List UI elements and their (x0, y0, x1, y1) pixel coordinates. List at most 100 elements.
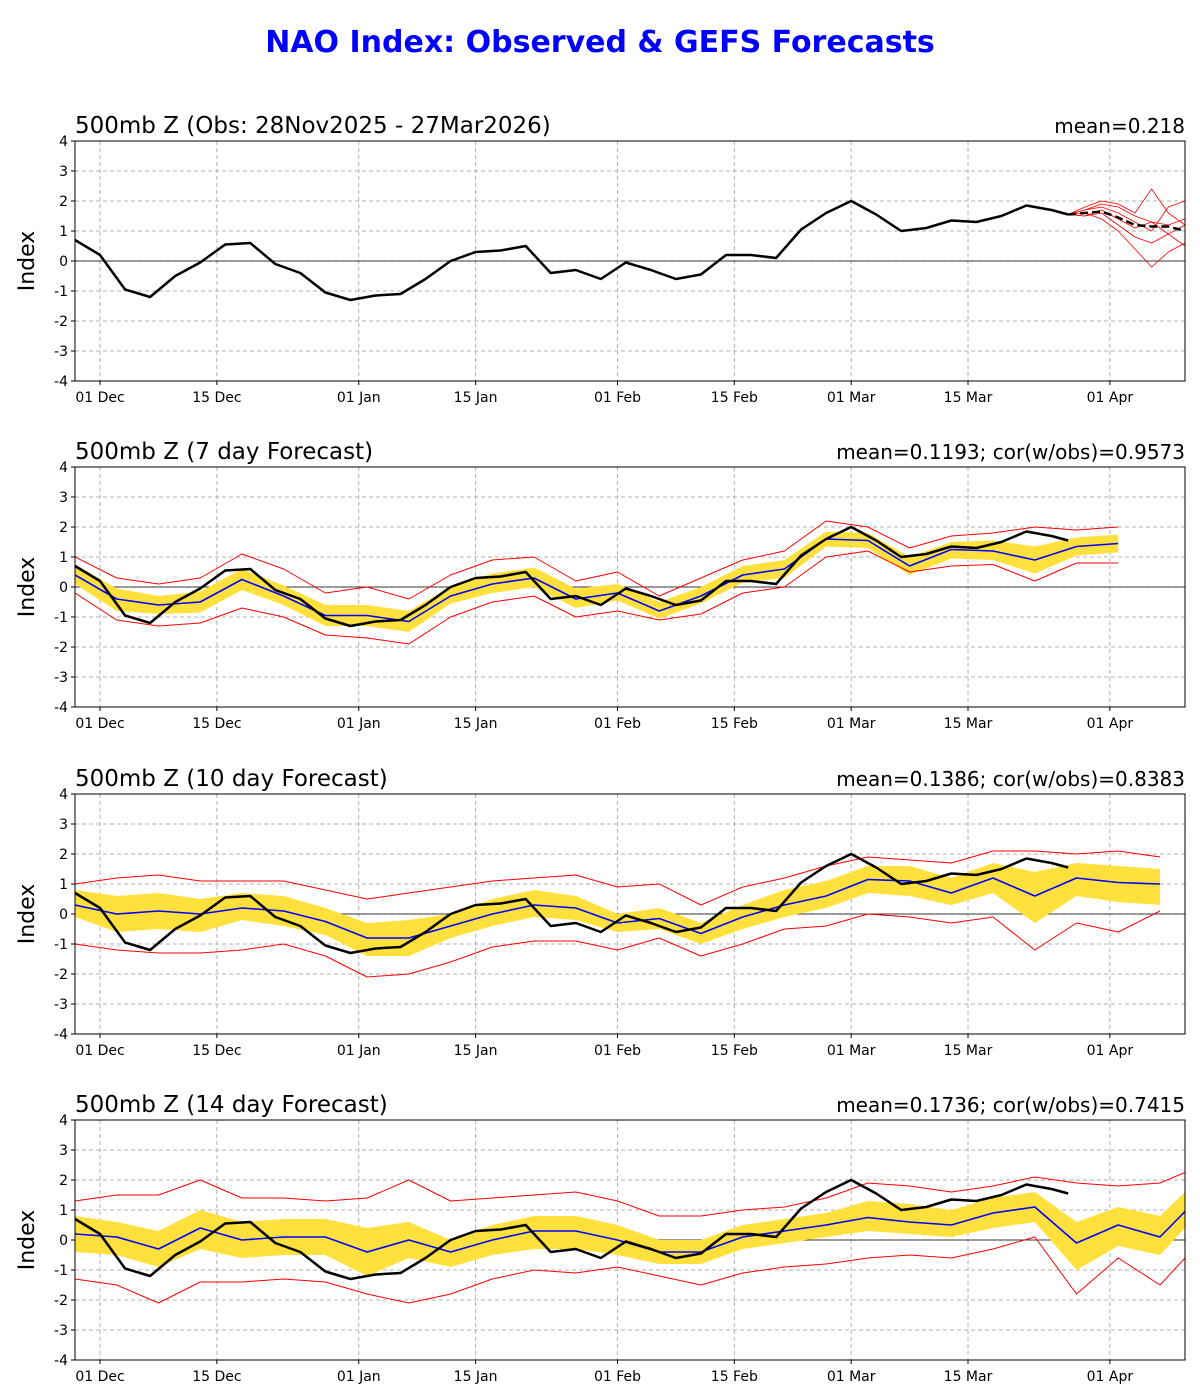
plot-area (75, 188, 1185, 302)
y-tick-label: -3 (54, 344, 68, 360)
y-tick-label: -1 (54, 1263, 68, 1279)
series-line (1068, 200, 1185, 232)
y-tick-label: 3 (59, 817, 68, 833)
y-tick-label: 0 (59, 907, 68, 923)
x-tick-label: 01 Mar (827, 390, 876, 406)
x-tick-label: 15 Feb (711, 1369, 758, 1385)
spread-band (75, 531, 1119, 632)
x-tick-label: 15 Jan (454, 1369, 498, 1385)
y-tick-label: 4 (59, 787, 68, 803)
x-tick-label: 01 Apr (1087, 716, 1134, 732)
y-tick-label: 4 (59, 134, 68, 150)
y-tick-label: -1 (54, 284, 68, 300)
x-tick-label: 01 Dec (75, 1369, 124, 1385)
x-tick-label: 01 Apr (1087, 1369, 1134, 1385)
y-tick-label: 1 (59, 1203, 68, 1219)
series-line (75, 852, 1069, 955)
panel-annotation: mean=0.1193; cor(w/obs)=0.9573 (836, 440, 1185, 464)
x-tick-label: 01 Feb (594, 1369, 641, 1385)
y-tick-label: -4 (54, 700, 68, 716)
series-line (75, 1178, 1069, 1281)
x-tick-label: 15 Dec (192, 390, 241, 406)
y-tick-label: 0 (59, 580, 68, 596)
x-tick-label: 15 Dec (192, 1043, 241, 1059)
plot-area (75, 520, 1119, 645)
x-tick-label: 01 Feb (594, 1043, 641, 1059)
x-tick-label: 15 Mar (944, 390, 993, 406)
y-tick-label: -1 (54, 937, 68, 953)
panel-annotation: mean=0.1386; cor(w/obs)=0.8383 (836, 767, 1185, 791)
y-tick-label: 3 (59, 164, 68, 180)
x-tick-label: 15 Dec (192, 1369, 241, 1385)
series-line (75, 525, 1069, 628)
series-line (75, 538, 1119, 623)
panel-annotation: mean=0.1736; cor(w/obs)=0.7415 (836, 1093, 1185, 1117)
y-axis-label: Index (15, 1210, 40, 1271)
x-tick-label: 01 Jan (337, 390, 381, 406)
x-tick-label: 01 Mar (827, 1369, 876, 1385)
y-tick-label: -4 (54, 1353, 68, 1369)
y-tick-label: 3 (59, 1143, 68, 1159)
y-tick-label: -4 (54, 374, 68, 390)
y-tick-label: -2 (54, 640, 68, 656)
x-tick-label: 01 Mar (827, 1043, 876, 1059)
y-axis-label: Index (15, 557, 40, 618)
x-tick-label: 01 Feb (594, 716, 641, 732)
x-tick-label: 01 Apr (1087, 1043, 1134, 1059)
y-tick-label: 2 (59, 520, 68, 536)
plot-area (75, 850, 1161, 978)
x-tick-label: 15 Dec (192, 716, 241, 732)
y-tick-label: 2 (59, 1173, 68, 1189)
series-line (75, 877, 1161, 939)
y-tick-label: -2 (54, 1293, 68, 1309)
y-tick-label: 2 (59, 847, 68, 863)
spread-band (75, 863, 1160, 956)
series-line (1068, 209, 1185, 235)
y-tick-label: 1 (59, 877, 68, 893)
series-line (1068, 188, 1185, 226)
y-tick-label: 4 (59, 1113, 68, 1129)
x-tick-label: 01 Apr (1087, 390, 1134, 406)
x-tick-label: 15 Feb (711, 1043, 758, 1059)
series-line (75, 1236, 1185, 1304)
x-tick-label: 15 Mar (944, 716, 993, 732)
x-tick-label: 01 Mar (827, 716, 876, 732)
y-tick-label: 0 (59, 1233, 68, 1249)
x-tick-label: 15 Jan (454, 390, 498, 406)
y-tick-label: 3 (59, 490, 68, 506)
series-line (1068, 203, 1185, 226)
panel-annotation: mean=0.218 (1054, 114, 1185, 138)
x-tick-label: 01 Feb (594, 390, 641, 406)
series-line (75, 850, 1161, 906)
x-tick-label: 01 Jan (337, 1043, 381, 1059)
y-tick-label: 0 (59, 254, 68, 270)
spread-band (75, 1192, 1185, 1276)
panel-title: 500mb Z (10 day Forecast) (75, 766, 388, 792)
y-tick-label: 1 (59, 224, 68, 240)
x-tick-label: 01 Jan (337, 1369, 381, 1385)
x-tick-label: 15 Feb (711, 716, 758, 732)
x-tick-label: 15 Mar (944, 1043, 993, 1059)
y-tick-label: 1 (59, 550, 68, 566)
y-tick-label: -1 (54, 610, 68, 626)
x-tick-label: 15 Feb (711, 390, 758, 406)
figure-title: NAO Index: Observed & GEFS Forecasts (265, 25, 935, 60)
x-tick-label: 01 Dec (75, 1043, 124, 1059)
y-tick-label: 4 (59, 460, 68, 476)
y-tick-label: -4 (54, 1027, 68, 1043)
x-tick-label: 01 Dec (75, 716, 124, 732)
series-line (1068, 212, 1185, 247)
plot-area (75, 1172, 1185, 1304)
series-line (75, 550, 1119, 645)
x-tick-label: 01 Jan (337, 716, 381, 732)
series-line (1068, 210, 1185, 233)
x-tick-label: 15 Jan (454, 716, 498, 732)
panel-title: 500mb Z (7 day Forecast) (75, 439, 373, 465)
y-axis-label: Index (15, 884, 40, 945)
x-tick-label: 15 Jan (454, 1043, 498, 1059)
series-line (75, 910, 1161, 978)
y-tick-label: -3 (54, 670, 68, 686)
y-tick-label: -2 (54, 314, 68, 330)
y-tick-label: 2 (59, 194, 68, 210)
